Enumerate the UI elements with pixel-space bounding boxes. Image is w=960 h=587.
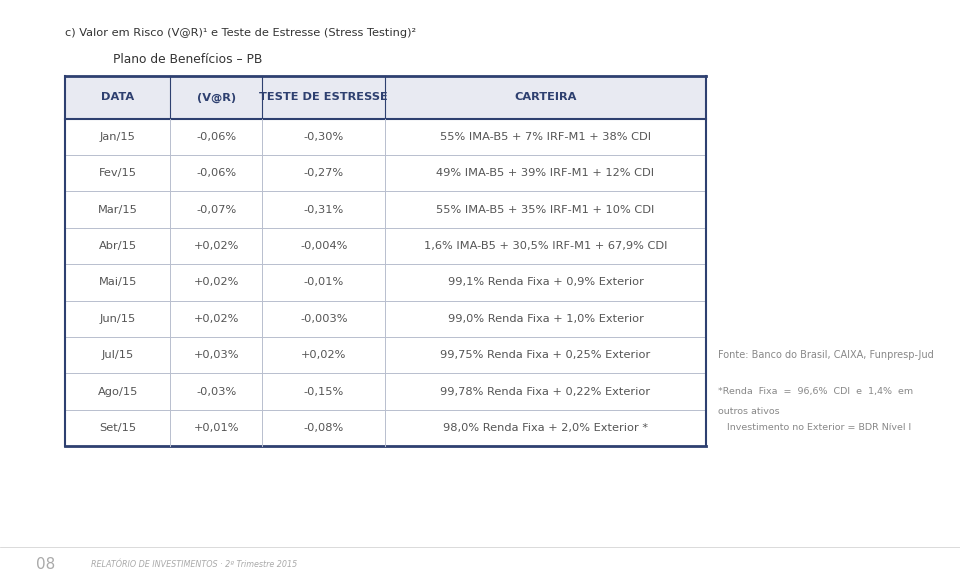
Text: Investimento no Exterior = BDR Nível I: Investimento no Exterior = BDR Nível I xyxy=(718,423,911,433)
Text: RELATÓRIO DE INVESTIMENTOS · 2º Trimestre 2015: RELATÓRIO DE INVESTIMENTOS · 2º Trimestr… xyxy=(91,560,298,569)
Text: Set/15: Set/15 xyxy=(99,423,136,433)
Text: Fonte: Banco do Brasil, CAIXA, Funpresp-Jud: Fonte: Banco do Brasil, CAIXA, Funpresp-… xyxy=(718,350,934,360)
Text: 55% IMA-B5 + 7% IRF-M1 + 38% CDI: 55% IMA-B5 + 7% IRF-M1 + 38% CDI xyxy=(440,131,651,142)
Text: -0,15%: -0,15% xyxy=(303,386,344,397)
Text: Mar/15: Mar/15 xyxy=(98,204,138,215)
Text: +0,02%: +0,02% xyxy=(194,277,239,288)
Text: 55% IMA-B5 + 35% IRF-M1 + 10% CDI: 55% IMA-B5 + 35% IRF-M1 + 10% CDI xyxy=(437,204,655,215)
Text: Mai/15: Mai/15 xyxy=(99,277,137,288)
Text: DATA: DATA xyxy=(102,92,134,103)
Text: +0,01%: +0,01% xyxy=(194,423,239,433)
Text: -0,07%: -0,07% xyxy=(196,204,236,215)
Text: -0,06%: -0,06% xyxy=(196,168,236,178)
Text: -0,01%: -0,01% xyxy=(303,277,344,288)
Text: Jun/15: Jun/15 xyxy=(100,313,136,324)
Text: -0,31%: -0,31% xyxy=(303,204,344,215)
Text: 98,0% Renda Fixa + 2,0% Exterior *: 98,0% Renda Fixa + 2,0% Exterior * xyxy=(443,423,648,433)
Text: Jul/15: Jul/15 xyxy=(102,350,134,360)
Text: 49% IMA-B5 + 39% IRF-M1 + 12% CDI: 49% IMA-B5 + 39% IRF-M1 + 12% CDI xyxy=(437,168,655,178)
Text: -0,27%: -0,27% xyxy=(303,168,344,178)
Text: *Renda  Fixa  =  96,6%  CDI  e  1,4%  em: *Renda Fixa = 96,6% CDI e 1,4% em xyxy=(718,387,913,396)
Text: 99,78% Renda Fixa + 0,22% Exterior: 99,78% Renda Fixa + 0,22% Exterior xyxy=(441,386,651,397)
Text: +0,03%: +0,03% xyxy=(194,350,239,360)
Text: 99,1% Renda Fixa + 0,9% Exterior: 99,1% Renda Fixa + 0,9% Exterior xyxy=(447,277,643,288)
Text: Fev/15: Fev/15 xyxy=(99,168,137,178)
Text: 99,0% Renda Fixa + 1,0% Exterior: 99,0% Renda Fixa + 1,0% Exterior xyxy=(447,313,643,324)
Text: Ago/15: Ago/15 xyxy=(98,386,138,397)
Text: Jan/15: Jan/15 xyxy=(100,131,135,142)
Text: +0,02%: +0,02% xyxy=(301,350,347,360)
Text: Abr/15: Abr/15 xyxy=(99,241,137,251)
Text: c) Valor em Risco (V@R)¹ e Teste de Estresse (Stress Testing)²: c) Valor em Risco (V@R)¹ e Teste de Estr… xyxy=(65,28,417,38)
Text: +0,02%: +0,02% xyxy=(194,241,239,251)
Text: -0,08%: -0,08% xyxy=(303,423,344,433)
Text: 1,6% IMA-B5 + 30,5% IRF-M1 + 67,9% CDI: 1,6% IMA-B5 + 30,5% IRF-M1 + 67,9% CDI xyxy=(423,241,667,251)
Text: -0,004%: -0,004% xyxy=(300,241,348,251)
Text: +0,02%: +0,02% xyxy=(194,313,239,324)
Text: Plano de Benefícios – PB: Plano de Benefícios – PB xyxy=(113,53,263,66)
Text: 08: 08 xyxy=(36,557,56,572)
Text: TESTE DE ESTRESSE: TESTE DE ESTRESSE xyxy=(259,92,388,103)
Text: CARTEIRA: CARTEIRA xyxy=(515,92,577,103)
Text: outros ativos: outros ativos xyxy=(718,407,780,416)
Text: -0,03%: -0,03% xyxy=(196,386,236,397)
Text: 99,75% Renda Fixa + 0,25% Exterior: 99,75% Renda Fixa + 0,25% Exterior xyxy=(441,350,651,360)
Text: -0,06%: -0,06% xyxy=(196,131,236,142)
Text: (V@R): (V@R) xyxy=(197,92,236,103)
Bar xyxy=(65,76,706,119)
Text: -0,003%: -0,003% xyxy=(300,313,348,324)
Text: -0,30%: -0,30% xyxy=(303,131,344,142)
